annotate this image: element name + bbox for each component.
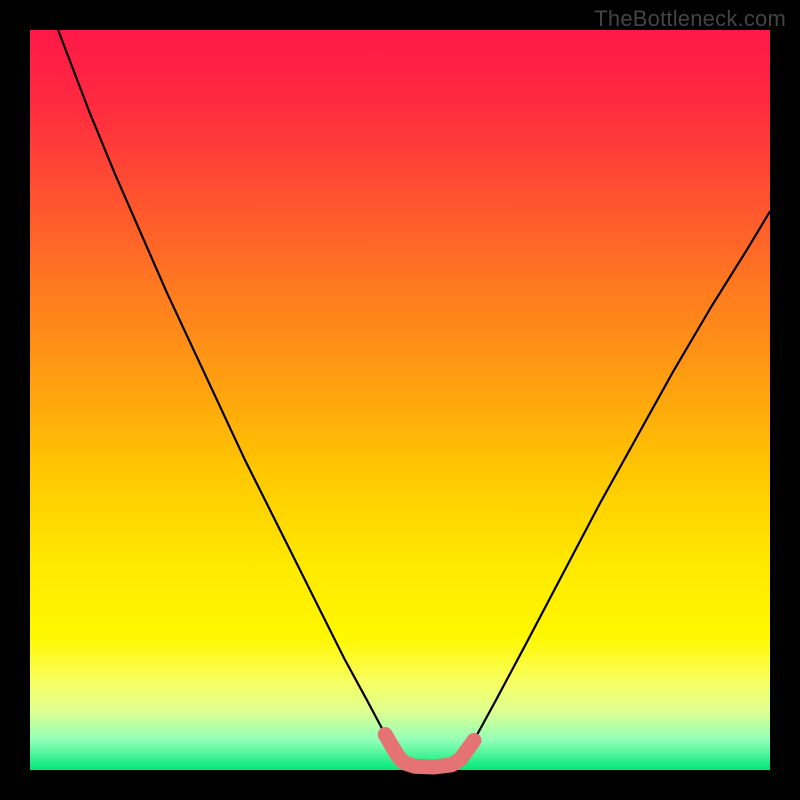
watermark-text: TheBottleneck.com <box>594 6 786 32</box>
plot-background <box>30 30 770 770</box>
bottleneck-chart <box>0 0 800 800</box>
